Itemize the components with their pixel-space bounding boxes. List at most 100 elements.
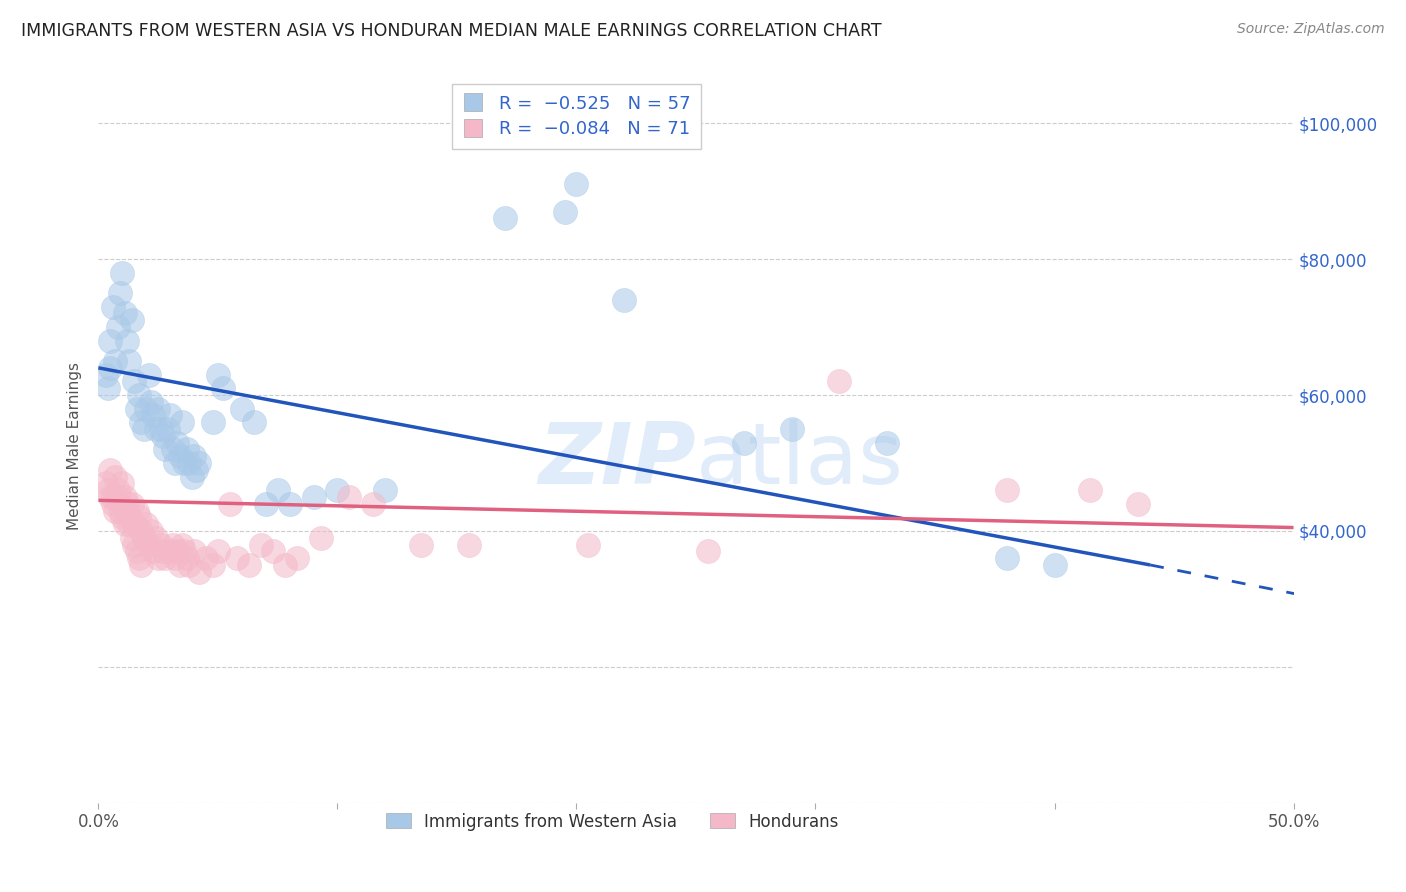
Point	[135, 517, 157, 532]
Point	[128, 551, 150, 566]
Point	[179, 558, 201, 572]
Text: Source: ZipAtlas.com: Source: ZipAtlas.com	[1237, 22, 1385, 37]
Point	[494, 211, 516, 226]
Point	[995, 483, 1018, 498]
Point	[267, 483, 290, 498]
Point	[121, 313, 143, 327]
Point	[118, 354, 141, 368]
Point	[155, 551, 177, 566]
Point	[195, 551, 218, 566]
Point	[139, 394, 162, 409]
Point	[578, 537, 600, 551]
Point	[166, 435, 188, 450]
Point	[173, 544, 195, 558]
Point	[326, 483, 349, 498]
Point	[108, 503, 131, 517]
Point	[183, 544, 205, 558]
Point	[156, 422, 179, 436]
Point	[231, 401, 253, 416]
Point	[138, 537, 160, 551]
Point	[202, 415, 225, 429]
Point	[142, 544, 165, 558]
Point	[166, 544, 188, 558]
Point	[111, 476, 134, 491]
Point	[101, 490, 124, 504]
Point	[162, 537, 184, 551]
Point	[173, 456, 195, 470]
Point	[995, 551, 1018, 566]
Point	[374, 483, 396, 498]
Point	[211, 381, 233, 395]
Point	[108, 497, 131, 511]
Point	[145, 422, 167, 436]
Point	[169, 558, 191, 572]
Point	[128, 510, 150, 524]
Point	[148, 551, 170, 566]
Point	[226, 551, 249, 566]
Point	[101, 300, 124, 314]
Point	[148, 401, 170, 416]
Point	[274, 558, 297, 572]
Point	[1043, 558, 1066, 572]
Point	[458, 537, 481, 551]
Point	[94, 476, 117, 491]
Point	[565, 178, 588, 192]
Point	[121, 497, 143, 511]
Point	[114, 306, 136, 320]
Point	[285, 551, 308, 566]
Point	[733, 435, 755, 450]
Point	[132, 531, 155, 545]
Point	[115, 334, 138, 348]
Point	[115, 503, 138, 517]
Text: ZIP: ZIP	[538, 418, 696, 502]
Point	[155, 442, 177, 457]
Point	[98, 490, 122, 504]
Y-axis label: Median Male Earnings: Median Male Earnings	[67, 362, 83, 530]
Point	[132, 422, 155, 436]
Point	[145, 531, 167, 545]
Point	[104, 469, 127, 483]
Point	[1128, 497, 1150, 511]
Point	[98, 360, 122, 375]
Point	[124, 537, 146, 551]
Point	[149, 537, 172, 551]
Point	[128, 388, 150, 402]
Point	[187, 456, 209, 470]
Point	[172, 415, 194, 429]
Point	[107, 320, 129, 334]
Point	[278, 497, 301, 511]
Point	[131, 524, 153, 538]
Point	[98, 334, 122, 348]
Point	[169, 449, 191, 463]
Point	[98, 463, 122, 477]
Point	[121, 531, 143, 545]
Point	[219, 497, 242, 511]
Point	[254, 497, 277, 511]
Point	[104, 503, 127, 517]
Point	[111, 510, 134, 524]
Point	[183, 449, 205, 463]
Point	[114, 490, 136, 504]
Point	[309, 531, 332, 545]
Point	[152, 429, 174, 443]
Point	[101, 497, 124, 511]
Point	[179, 456, 201, 470]
Point	[125, 503, 148, 517]
Point	[238, 558, 260, 572]
Point	[207, 544, 229, 558]
Point	[108, 286, 131, 301]
Point	[104, 354, 127, 368]
Point	[159, 544, 181, 558]
Point	[152, 544, 174, 558]
Point	[125, 544, 148, 558]
Point	[250, 537, 273, 551]
Point	[97, 483, 120, 498]
Point	[202, 558, 225, 572]
Text: IMMIGRANTS FROM WESTERN ASIA VS HONDURAN MEDIAN MALE EARNINGS CORRELATION CHART: IMMIGRANTS FROM WESTERN ASIA VS HONDURAN…	[21, 22, 882, 40]
Text: atlas: atlas	[696, 418, 904, 502]
Point	[118, 510, 141, 524]
Point	[125, 401, 148, 416]
Point	[176, 551, 198, 566]
Point	[107, 483, 129, 498]
Point	[554, 204, 576, 219]
